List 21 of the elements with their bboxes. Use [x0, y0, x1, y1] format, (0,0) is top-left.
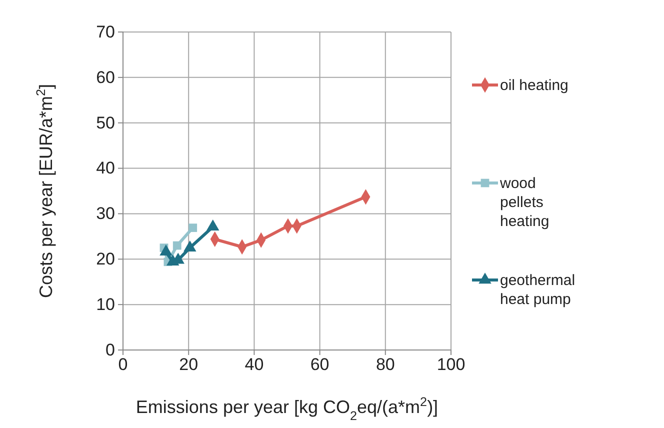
- point: [160, 244, 172, 256]
- legend-label: wood pellets heating: [499, 175, 550, 230]
- x-axis-title: Emissions per year [kg CO$_{2}$eq/(a*m$^{2}$)]: [136, 395, 438, 423]
- y-tick-label: 0: [106, 340, 115, 360]
- x-tick-label: 100: [436, 355, 466, 374]
- y-tick-label: 30: [96, 204, 115, 224]
- legend-label: geothermal heat pump: [500, 272, 576, 308]
- x-tick-label: 0: [118, 355, 128, 374]
- y-tick-label: 50: [96, 113, 115, 132]
- y-tick-label: 70: [96, 22, 115, 42]
- y-tick-label: 10: [96, 295, 115, 314]
- point: [188, 224, 198, 232]
- y-tick-label: 60: [96, 68, 115, 87]
- x-tick-label: 80: [376, 355, 395, 374]
- point: [172, 241, 182, 250]
- x-tick-label: 20: [179, 355, 198, 374]
- x-tick-label: 40: [244, 355, 264, 374]
- x-tick-label: 60: [310, 355, 330, 374]
- y-tick-label: 40: [96, 158, 115, 178]
- y-tick-label: 20: [96, 250, 115, 269]
- legend-label: oil heating: [500, 77, 568, 94]
